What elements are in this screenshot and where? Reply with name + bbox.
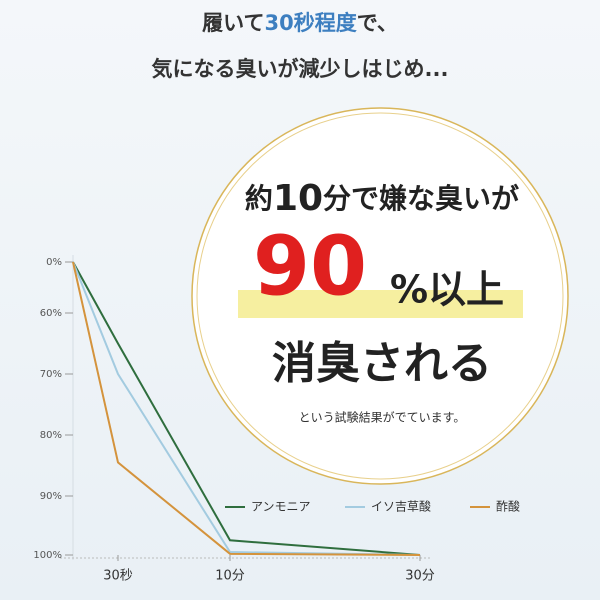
- callout-percent-suffix: %以上: [390, 268, 504, 312]
- x-tick-label: 30分: [405, 569, 435, 584]
- callout-line3: 消臭される: [272, 338, 492, 389]
- y-tick-label: 60%: [40, 308, 62, 319]
- callout-note: という試験結果がでています。: [299, 410, 466, 425]
- callout-percent: 90: [253, 219, 367, 314]
- legend-label: アンモニア: [251, 500, 311, 514]
- y-tick-label: 100%: [33, 550, 62, 561]
- highlight-band: [238, 290, 523, 318]
- x-tick-label: 30秒: [103, 569, 133, 584]
- legend-label: イソ吉草酸: [371, 499, 431, 514]
- callout-text: 約: [245, 182, 273, 215]
- x-tick-label: 10分: [215, 569, 245, 584]
- series-line: [72, 261, 421, 556]
- callout-line1: 約10分で嫌な臭いが: [245, 178, 519, 219]
- legend-label: 酢酸: [496, 499, 520, 514]
- header-text: で、: [357, 11, 398, 35]
- y-tick-label: 0%: [46, 257, 62, 268]
- y-tick-label: 80%: [40, 430, 62, 441]
- header-text: 履いて: [202, 11, 264, 35]
- callout-number: 10: [273, 178, 323, 219]
- callout-text: 分で嫌な臭いが: [323, 182, 519, 215]
- callout-ring: [196, 112, 564, 480]
- y-tick-label: 90%: [40, 491, 62, 502]
- series-line: [72, 261, 421, 556]
- header-highlight: 30秒程度: [264, 11, 356, 35]
- y-tick-label: 70%: [40, 369, 62, 380]
- header-line1: 履いて30秒程度で、: [202, 11, 398, 35]
- header-line2: 気になる臭いが減少しはじめ...: [152, 57, 449, 81]
